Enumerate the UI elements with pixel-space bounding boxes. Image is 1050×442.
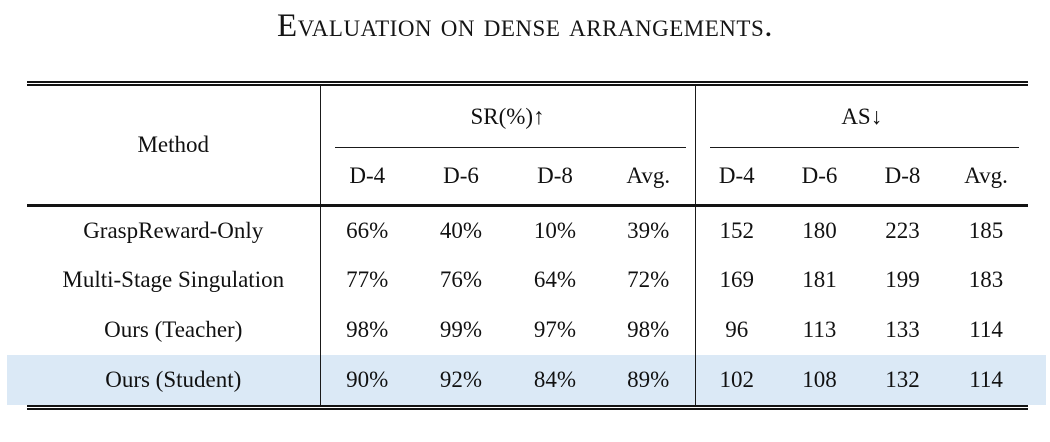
sr-d6-cell: 92%: [414, 355, 508, 405]
method-cell: GraspReward-Only: [83, 217, 264, 243]
sr-d8-cell: 64%: [533, 267, 577, 292]
as-avg-cell: 114: [944, 355, 1029, 405]
as-d4-cell: 96: [694, 305, 778, 355]
as-avg-cell: 185: [968, 217, 1004, 243]
method-cell: Multi-Stage Singulation: [62, 267, 285, 292]
as-d4-cell: 169: [694, 255, 778, 305]
as-d8-cell: 132: [861, 355, 944, 405]
sr-d6-cell: 99%: [439, 317, 483, 342]
as-d6-cell: 108: [778, 355, 861, 405]
sr-d4-cell: 77%: [319, 255, 414, 305]
as-group-header: AS↓: [694, 86, 1029, 148]
sr-d4-cell: 66%: [319, 205, 414, 255]
as-d6-cell: 181: [802, 267, 837, 292]
method-cell: Ours (Teacher): [104, 317, 243, 342]
sr-d6-header: D-6: [414, 148, 508, 207]
as-d4-cell: 102: [694, 355, 778, 405]
sr-group-header: SR(%)↑: [319, 86, 695, 148]
top-rule: [27, 81, 1028, 86]
sr-avg-cell: 72%: [627, 267, 670, 292]
as-avg-cell: 183: [968, 267, 1004, 292]
sr-avg-header: Avg.: [602, 148, 695, 207]
sr-d4-header: D-4: [319, 148, 414, 207]
table-row-ours-teacher: Ours (Teacher) 98% 99% 97% 98% 96 113 13…: [27, 305, 1028, 355]
as-d6-header: D-6: [778, 148, 861, 207]
as-d6-cell: 180: [802, 217, 837, 243]
as-d8-cell: 223: [885, 217, 920, 243]
table-row-ours-student-highlighted: Ours (Student) 90% 92% 84% 89% 102 108 1…: [27, 355, 1029, 405]
bottom-rule: [27, 405, 1028, 410]
sr-d8-cell: 10%: [533, 217, 577, 243]
as-avg-cell: 114: [969, 317, 1003, 342]
sr-avg-cell: 98%: [627, 317, 670, 342]
as-d4-header: D-4: [694, 148, 778, 207]
as-d8-cell: 199: [885, 267, 920, 292]
method-column-header: Method: [27, 86, 320, 207]
table-row-multi-stage-singulation: Multi-Stage Singulation 77% 76% 64% 72% …: [27, 255, 1028, 305]
as-d8-cell: 133: [885, 317, 920, 342]
subcolumn-header-row: D-4 D-6 D-8 Avg. D-4 D-6 D-8 Avg.: [27, 148, 1029, 207]
results-table-grid: Method SR(%)↑ AS↓ D-4 D-6 D-8 Avg. D-4 D…: [27, 86, 1029, 405]
sr-d6-cell: 40%: [439, 217, 483, 243]
table-row-graspreward-only: GraspReward-Only 66% 40% 10% 39% 152 180…: [27, 205, 1028, 255]
results-table: Method SR(%)↑ AS↓ D-4 D-6 D-8 Avg. D-4 D…: [27, 81, 1029, 410]
group-header-row: Method SR(%)↑ AS↓: [27, 86, 1029, 207]
method-cell: Ours (Student): [27, 355, 320, 405]
sr-avg-cell: 39%: [627, 217, 670, 243]
as-d8-header: D-8: [861, 148, 944, 207]
sr-d4-cell: 98%: [319, 305, 414, 355]
sr-d6-cell: 76%: [439, 267, 483, 292]
sr-d8-cell: 97%: [533, 317, 577, 342]
sr-d4-cell: 90%: [319, 355, 414, 405]
as-d6-cell: 113: [802, 317, 837, 342]
table-caption: Evaluation on dense arrangements.: [276, 8, 773, 44]
sr-d8-cell: 84%: [508, 355, 602, 405]
as-avg-header: Avg.: [944, 148, 1029, 207]
sr-avg-cell: 89%: [602, 355, 695, 405]
sr-d8-header: D-8: [508, 148, 602, 207]
as-d4-cell: 152: [694, 205, 778, 255]
